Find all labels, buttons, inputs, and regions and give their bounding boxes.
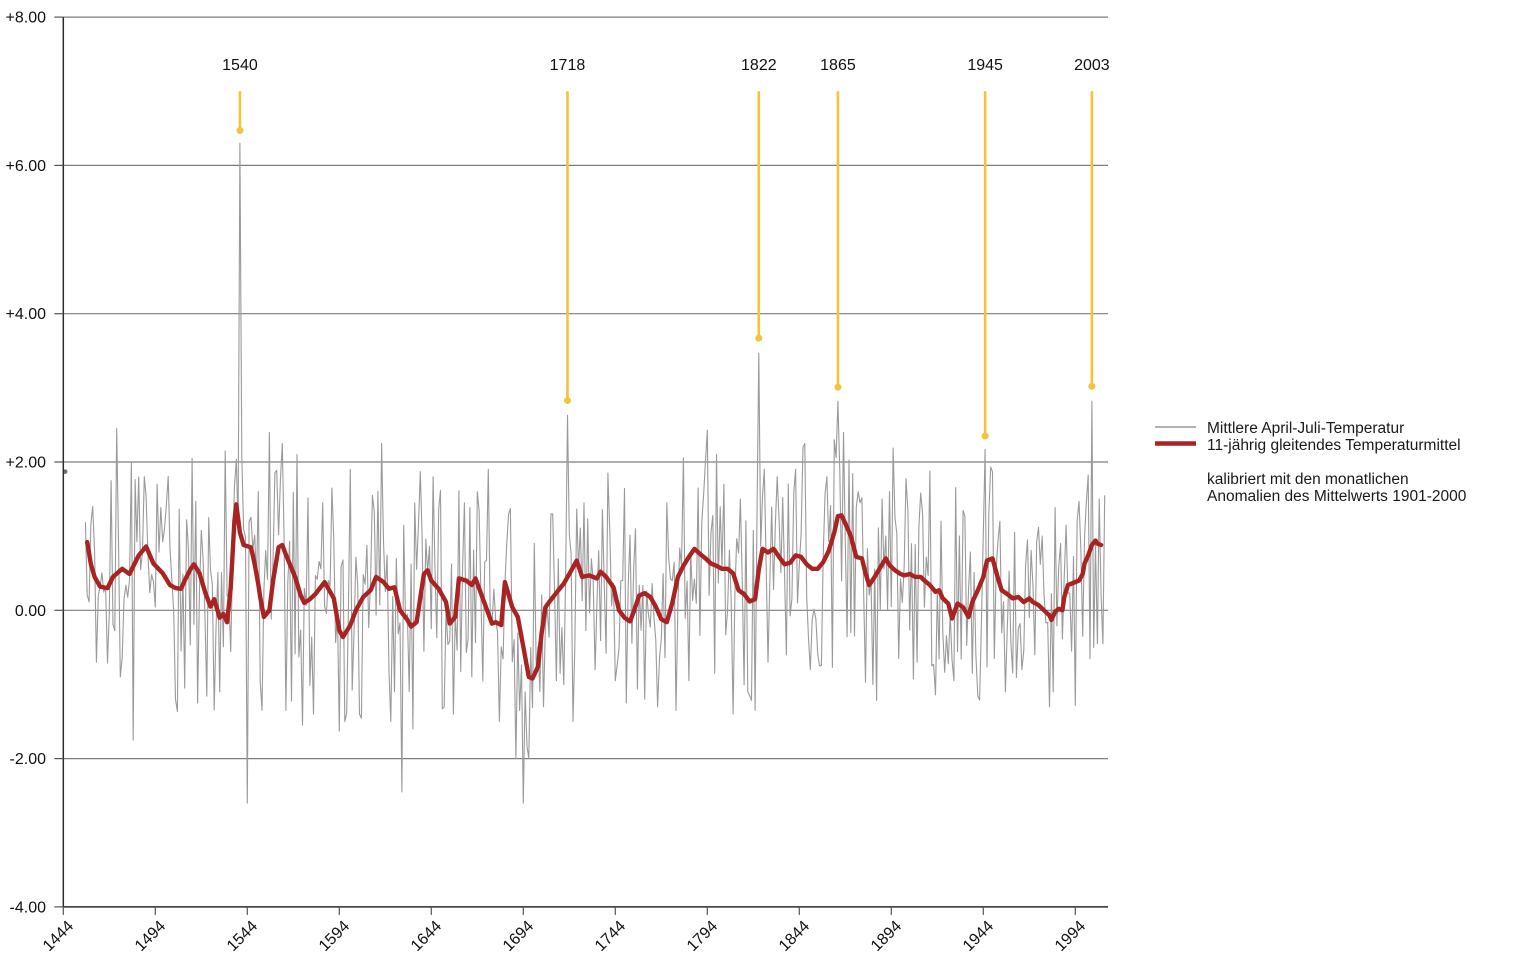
series-group bbox=[62, 142, 1106, 804]
y-axis-label--2.00: -2.00 bbox=[10, 751, 47, 768]
annotation-marker-1945 bbox=[981, 432, 989, 440]
gray-annual-temperature-series bbox=[84, 142, 1106, 804]
annotation-year-label-2003: 2003 bbox=[1074, 57, 1110, 74]
annotation-1540: 1540 bbox=[222, 57, 258, 135]
y-axis-label--4.00: -4.00 bbox=[10, 899, 47, 916]
x-axis-label-1894: 1894 bbox=[868, 918, 905, 955]
annotation-1865: 1865 bbox=[820, 57, 856, 391]
annotation-year-label-1822: 1822 bbox=[741, 57, 777, 74]
x-axis-label-1594: 1594 bbox=[316, 918, 353, 955]
annotation-2003: 2003 bbox=[1074, 57, 1110, 390]
x-axis-label-1694: 1694 bbox=[500, 918, 537, 955]
annotation-year-label-1718: 1718 bbox=[550, 57, 586, 74]
x-axis-label-1794: 1794 bbox=[684, 918, 721, 955]
annotation-marker-1822 bbox=[755, 334, 763, 342]
annotation-year-label-1540: 1540 bbox=[222, 57, 258, 74]
annotation-1718: 1718 bbox=[550, 57, 586, 404]
legend: Mittlere April-Juli-Temperatur 11-jährig… bbox=[1155, 420, 1467, 505]
x-axis-label-1494: 1494 bbox=[132, 918, 169, 955]
annotation-marker-1865 bbox=[834, 383, 842, 391]
annotation-year-label-1865: 1865 bbox=[820, 57, 856, 74]
x-axis-label-1944: 1944 bbox=[960, 918, 997, 955]
y-axis-label-+4.00: +4.00 bbox=[6, 306, 47, 323]
legend-label-gray-series: Mittlere April-Juli-Temperatur bbox=[1207, 420, 1404, 437]
axes-group: +8.00 +6.00 +4.00 +2.00 0.00 -2.00 -4.00 1444 14… bbox=[6, 10, 1108, 955]
x-axis-label-1744: 1744 bbox=[592, 918, 629, 955]
annotation-marker-2003 bbox=[1088, 382, 1096, 390]
annotation-marker-1718 bbox=[563, 396, 571, 404]
annotation-year-label-1945: 1945 bbox=[967, 57, 1003, 74]
x-axis-label-1994: 1994 bbox=[1052, 918, 1089, 955]
legend-calibration-note-line2: Anomalien des Mittelwerts 1901-2000 bbox=[1207, 488, 1467, 505]
legend-calibration-note-line1: kalibriert mit den monatlichen bbox=[1207, 471, 1409, 488]
y-axis-label-+6.00: +6.00 bbox=[6, 158, 47, 175]
y-axis-label-+2.00: +2.00 bbox=[6, 455, 47, 472]
annotation-1822: 1822 bbox=[741, 57, 777, 342]
x-axis-label-1444: 1444 bbox=[40, 918, 77, 955]
annotation-1945: 1945 bbox=[967, 57, 1003, 440]
y-axis-label-0.00: 0.00 bbox=[15, 603, 46, 620]
annotation-marker-1540 bbox=[236, 127, 244, 135]
x-axis-label-1544: 1544 bbox=[224, 918, 261, 955]
red-moving-average-series bbox=[85, 502, 1104, 681]
x-axis-label-1844: 1844 bbox=[776, 918, 813, 955]
legend-label-red-series: 11-jährig gleitendes Temperaturmittel bbox=[1207, 437, 1461, 454]
annotations-group: 1540 1718 1822 1865 1945 2003 bbox=[222, 57, 1110, 440]
x-axis-label-1644: 1644 bbox=[408, 918, 445, 955]
y-axis-label-+8.00: +8.00 bbox=[6, 10, 47, 27]
